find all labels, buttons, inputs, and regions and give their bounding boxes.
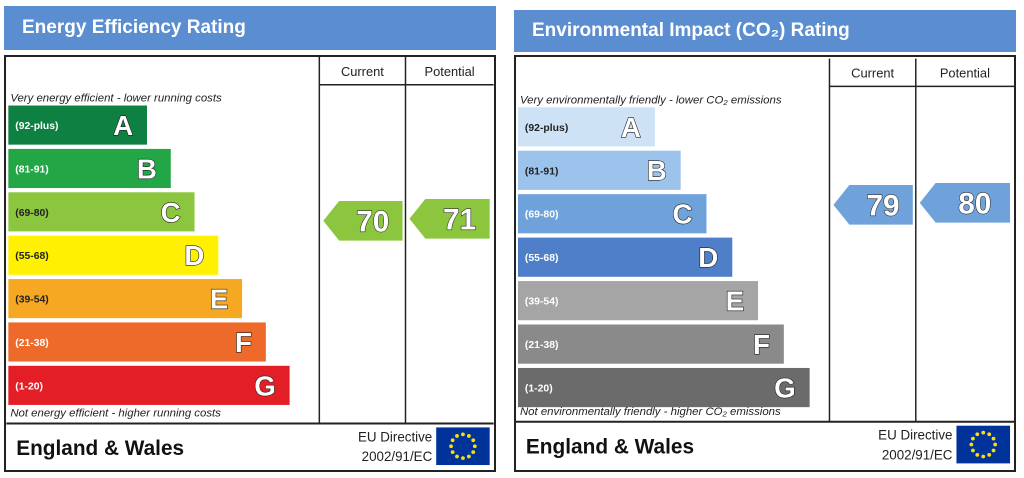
band-letter-b: B xyxy=(137,153,157,184)
band-letter-g: G xyxy=(774,372,796,403)
band-bar-g xyxy=(517,367,810,408)
potential-rating-arrow xyxy=(409,198,490,239)
band-letter-c: C xyxy=(161,197,181,228)
band-range-g: (1-20) xyxy=(525,384,553,395)
eu-flag-star-icon xyxy=(987,452,992,457)
environmental-panel-title: Environmental Impact (CO₂) Rating xyxy=(514,10,1016,52)
environmental-impact-panel: Environmental Impact (CO₂) Rating Curren… xyxy=(510,0,1020,478)
band-range-b: (81-91) xyxy=(15,164,48,175)
band-bar-a xyxy=(517,107,655,147)
band-range-f: (21-38) xyxy=(15,338,48,349)
bottom-note: Not energy efficient - higher running co… xyxy=(10,408,221,420)
footer-directive-number: 2002/91/EC xyxy=(882,447,953,462)
band-letter-e: E xyxy=(726,286,745,317)
potential-rating-value: 80 xyxy=(958,188,991,221)
energy-rating-frame: Current Potential Very energy efficient - … xyxy=(4,55,496,472)
eu-flag-star-icon xyxy=(472,444,477,449)
band-letter-f: F xyxy=(753,329,770,360)
column-header-current: Current xyxy=(341,64,384,79)
band-letter-d: D xyxy=(184,240,204,271)
current-rating-value: 70 xyxy=(356,206,389,239)
column-header-potential: Potential xyxy=(940,65,990,80)
eu-flag-star-icon xyxy=(971,436,975,441)
band-bar-c xyxy=(517,194,707,234)
current-rating-value: 79 xyxy=(867,190,900,223)
band-range-f: (21-38) xyxy=(525,340,559,351)
energy-efficiency-panel: Energy Efficiency Rating Current Potentia… xyxy=(0,0,500,478)
footer-directive-number: 2002/91/EC xyxy=(362,449,433,464)
footer-directive-label: EU Directive xyxy=(358,429,432,444)
footer-directive-label: EU Directive xyxy=(878,428,952,443)
eu-flag-star-icon xyxy=(455,454,459,459)
band-range-a: (92-plus) xyxy=(525,123,568,134)
eu-flag-star-icon xyxy=(461,456,465,460)
band-range-c: (69-80) xyxy=(15,208,48,219)
eu-flag-star-icon xyxy=(975,432,980,437)
band-bar-c xyxy=(8,192,195,232)
eu-flag-star-icon xyxy=(971,448,975,453)
band-bar-b xyxy=(517,150,681,190)
top-note: Very energy efficient - lower running co… xyxy=(10,93,222,105)
current-rating-arrow xyxy=(833,184,913,225)
band-bar-b xyxy=(8,148,171,189)
eu-flag-star-icon xyxy=(987,432,992,437)
current-rating-arrow xyxy=(323,200,403,241)
eu-flag-star-icon xyxy=(449,444,453,449)
eu-flag-star-icon xyxy=(471,438,476,443)
eu-flag-star-icon xyxy=(471,450,476,455)
potential-rating-arrow xyxy=(919,182,1011,223)
potential-rating-value: 71 xyxy=(443,204,476,237)
environmental-rating-chart: Current Potential Very environmentally fri… xyxy=(516,58,1014,464)
band-range-a: (92-plus) xyxy=(15,121,58,132)
band-range-b: (81-91) xyxy=(525,166,559,177)
band-range-g: (1-20) xyxy=(15,381,43,392)
band-letter-c: C xyxy=(673,199,693,230)
band-bar-e xyxy=(8,279,243,319)
top-note: Very environmentally friendly - lower CO… xyxy=(520,94,782,106)
band-letter-g: G xyxy=(254,370,276,401)
band-range-d: (55-68) xyxy=(15,251,48,262)
eu-flag-star-icon xyxy=(466,434,471,438)
energy-panel-title: Energy Efficiency Rating xyxy=(4,6,496,50)
band-letter-a: A xyxy=(621,112,641,143)
band-bar-g xyxy=(8,365,290,405)
footer-region: England & Wales xyxy=(16,437,184,460)
band-letter-a: A xyxy=(113,110,133,141)
band-bar-e xyxy=(517,281,759,321)
eu-flag-star-icon xyxy=(975,452,980,457)
band-letter-e: E xyxy=(210,284,229,315)
column-header-potential: Potential xyxy=(425,64,475,79)
band-bar-d xyxy=(517,237,733,277)
band-bar-d xyxy=(8,235,219,275)
bottom-note: Not environmentally friendly - higher CO… xyxy=(520,406,781,418)
band-range-d: (55-68) xyxy=(525,253,559,264)
band-range-c: (69-80) xyxy=(525,210,559,221)
eu-flag-star-icon xyxy=(466,454,471,459)
eu-flag-star-icon xyxy=(455,434,459,438)
environmental-rating-frame: Current Potential Very environmentally fri… xyxy=(514,55,1016,472)
eu-flag-star-icon xyxy=(991,448,996,453)
energy-rating-chart: Current Potential Very energy efficient - … xyxy=(6,57,494,466)
footer-region: England & Wales xyxy=(526,435,694,458)
eu-flag-star-icon xyxy=(981,430,986,435)
eu-flag-star-icon xyxy=(993,442,998,447)
eu-flag-star-icon xyxy=(981,454,986,459)
band-bar-f xyxy=(517,324,784,364)
band-bar-f xyxy=(8,322,266,362)
eu-flag-star-icon xyxy=(461,432,465,437)
eu-flag-star-icon xyxy=(450,438,455,443)
band-range-e: (39-54) xyxy=(525,297,559,308)
band-range-e: (39-54) xyxy=(15,295,48,306)
band-letter-d: D xyxy=(698,242,718,273)
eu-flag-star-icon xyxy=(450,450,455,455)
column-header-current: Current xyxy=(851,65,894,80)
eu-flag-star-icon xyxy=(991,436,996,441)
eu-flag-star-icon xyxy=(969,442,974,447)
band-bar-a xyxy=(8,105,147,145)
band-letter-f: F xyxy=(235,327,252,358)
band-letter-b: B xyxy=(647,155,667,186)
